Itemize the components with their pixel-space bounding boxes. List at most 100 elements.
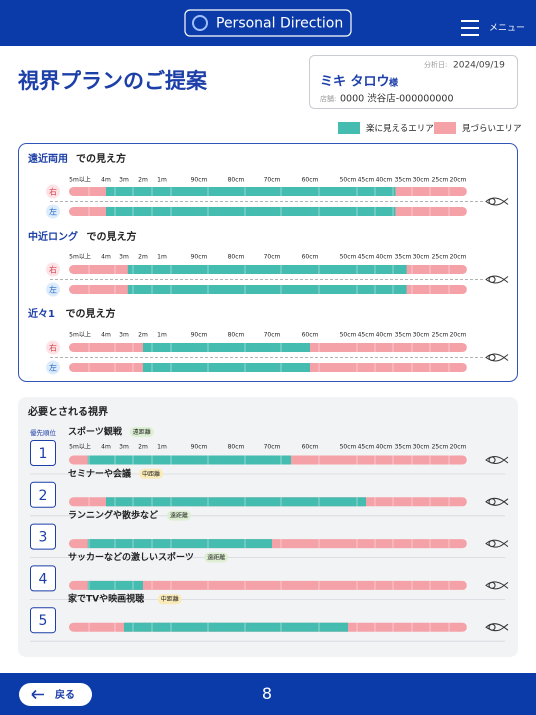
scale-label: 25cm [432, 332, 449, 339]
lens-suffix: での見え方 [87, 230, 137, 243]
clear-area [87, 455, 291, 465]
scale-label: 2m [138, 177, 148, 184]
back-button[interactable] [19, 683, 92, 706]
logo-box[interactable] [184, 9, 352, 37]
back-label[interactable]: 戻る [54, 688, 75, 701]
scale-label: 2m [138, 332, 148, 339]
lens-panel [18, 143, 518, 382]
clear-area [106, 207, 396, 216]
scale-label: 4m [101, 444, 111, 451]
scale-label: 70cm [264, 177, 281, 184]
eye-icon [485, 197, 509, 206]
eye-icon [485, 456, 509, 464]
need-tag-label: 中距離 [161, 595, 179, 603]
lens-name: 中近ロング [28, 230, 78, 243]
need-tag [129, 427, 154, 437]
back-arrow [31, 689, 44, 700]
scale-label: 45cm [358, 254, 375, 261]
scale-label: 1m [157, 177, 167, 184]
scale-label: 30cm [413, 332, 430, 339]
scale-label: 20cm [450, 332, 467, 339]
scale-label: 70cm [264, 254, 281, 261]
scale-label: 2m [138, 444, 148, 451]
scale-label: 35cm [395, 444, 412, 451]
page-number: 8 [262, 684, 272, 703]
legend-label: 楽に見えるエリア [366, 123, 434, 134]
clear-area [87, 580, 143, 590]
scale-label: 30cm [413, 254, 430, 261]
scale-label: 30cm [413, 177, 430, 184]
rank: 5 [39, 613, 48, 629]
eye-icon [485, 623, 509, 632]
rank: 4 [39, 571, 48, 587]
lens-name: 近々1 [28, 307, 55, 320]
scale-label: 80cm [228, 177, 245, 184]
scale-label: 40cm [376, 254, 393, 261]
need-tag-label: 遠距離 [133, 428, 151, 436]
priority-label: 優先順位 [30, 428, 57, 437]
rank-box [30, 440, 56, 466]
side-badge [46, 282, 60, 297]
need-tag-label: 遠距離 [207, 553, 225, 561]
scale-label: 50cm [340, 332, 357, 339]
clear-area [124, 622, 348, 632]
scale-label: 60cm [302, 332, 319, 339]
side-label: 右 [49, 343, 57, 353]
scale-label: 70cm [264, 332, 281, 339]
need-tag [167, 510, 191, 521]
need-name: スポーツ観戦 [68, 426, 123, 438]
customer-name: ミキ タロウ [320, 75, 390, 90]
scale-label: 25cm [432, 444, 449, 451]
rank-box [30, 481, 56, 508]
need-name: セミナーや会議 [68, 467, 131, 479]
scale-label: 3m [119, 444, 129, 451]
hamburger[interactable] [461, 20, 479, 36]
clear-area [106, 497, 366, 507]
clear-area [143, 363, 310, 372]
scale-label: 45cm [358, 332, 375, 339]
scale-label: 1m [157, 254, 167, 261]
rank-box [30, 565, 56, 592]
scale-label: 25cm [432, 254, 449, 261]
clear-area [87, 539, 272, 549]
eye-icon [485, 539, 509, 548]
scale-label: 60cm [302, 177, 319, 184]
scale-label: 40cm [376, 444, 393, 451]
scale-label: 40cm [376, 177, 393, 184]
scale-label: 1m [157, 444, 167, 451]
date: 2024/09/19 [453, 61, 505, 71]
need-tag-label: 遠距離 [170, 512, 188, 520]
rank-box [30, 607, 56, 634]
rank: 1 [39, 446, 48, 462]
need-tag [139, 468, 164, 479]
lens-name: 遠近両用 [28, 152, 68, 165]
need-tag [157, 594, 182, 605]
scale-label: 35cm [395, 254, 412, 261]
honorific: 様 [389, 77, 399, 89]
scale-label: 35cm [395, 177, 412, 184]
rank: 2 [39, 488, 48, 504]
menu-label[interactable]: メニュー [489, 24, 525, 34]
legend-swatch [434, 122, 456, 134]
scale-label: 80cm [228, 444, 245, 451]
need-tag-label: 中距離 [142, 470, 160, 478]
scale-label: 3m [119, 332, 129, 339]
store: 0000 渋谷店-000000000 [340, 93, 454, 105]
hard-area [69, 580, 467, 590]
scale-label: 80cm [228, 332, 245, 339]
scale-label: 70cm [264, 444, 281, 451]
scale-label: 5m以上 [69, 331, 91, 339]
date-label: 分析日: [424, 60, 447, 69]
side-label: 左 [49, 285, 57, 295]
scale-label: 3m [119, 254, 129, 261]
side-badge [46, 204, 60, 219]
scale-label: 25cm [432, 177, 449, 184]
header-bar [0, 0, 536, 46]
scale-label: 40cm [376, 332, 393, 339]
scale-label: 20cm [450, 177, 467, 184]
scale-label: 90cm [191, 332, 208, 339]
scale-label: 90cm [191, 254, 208, 261]
scale-label: 20cm [450, 254, 467, 261]
scale-label: 2m [138, 254, 148, 261]
